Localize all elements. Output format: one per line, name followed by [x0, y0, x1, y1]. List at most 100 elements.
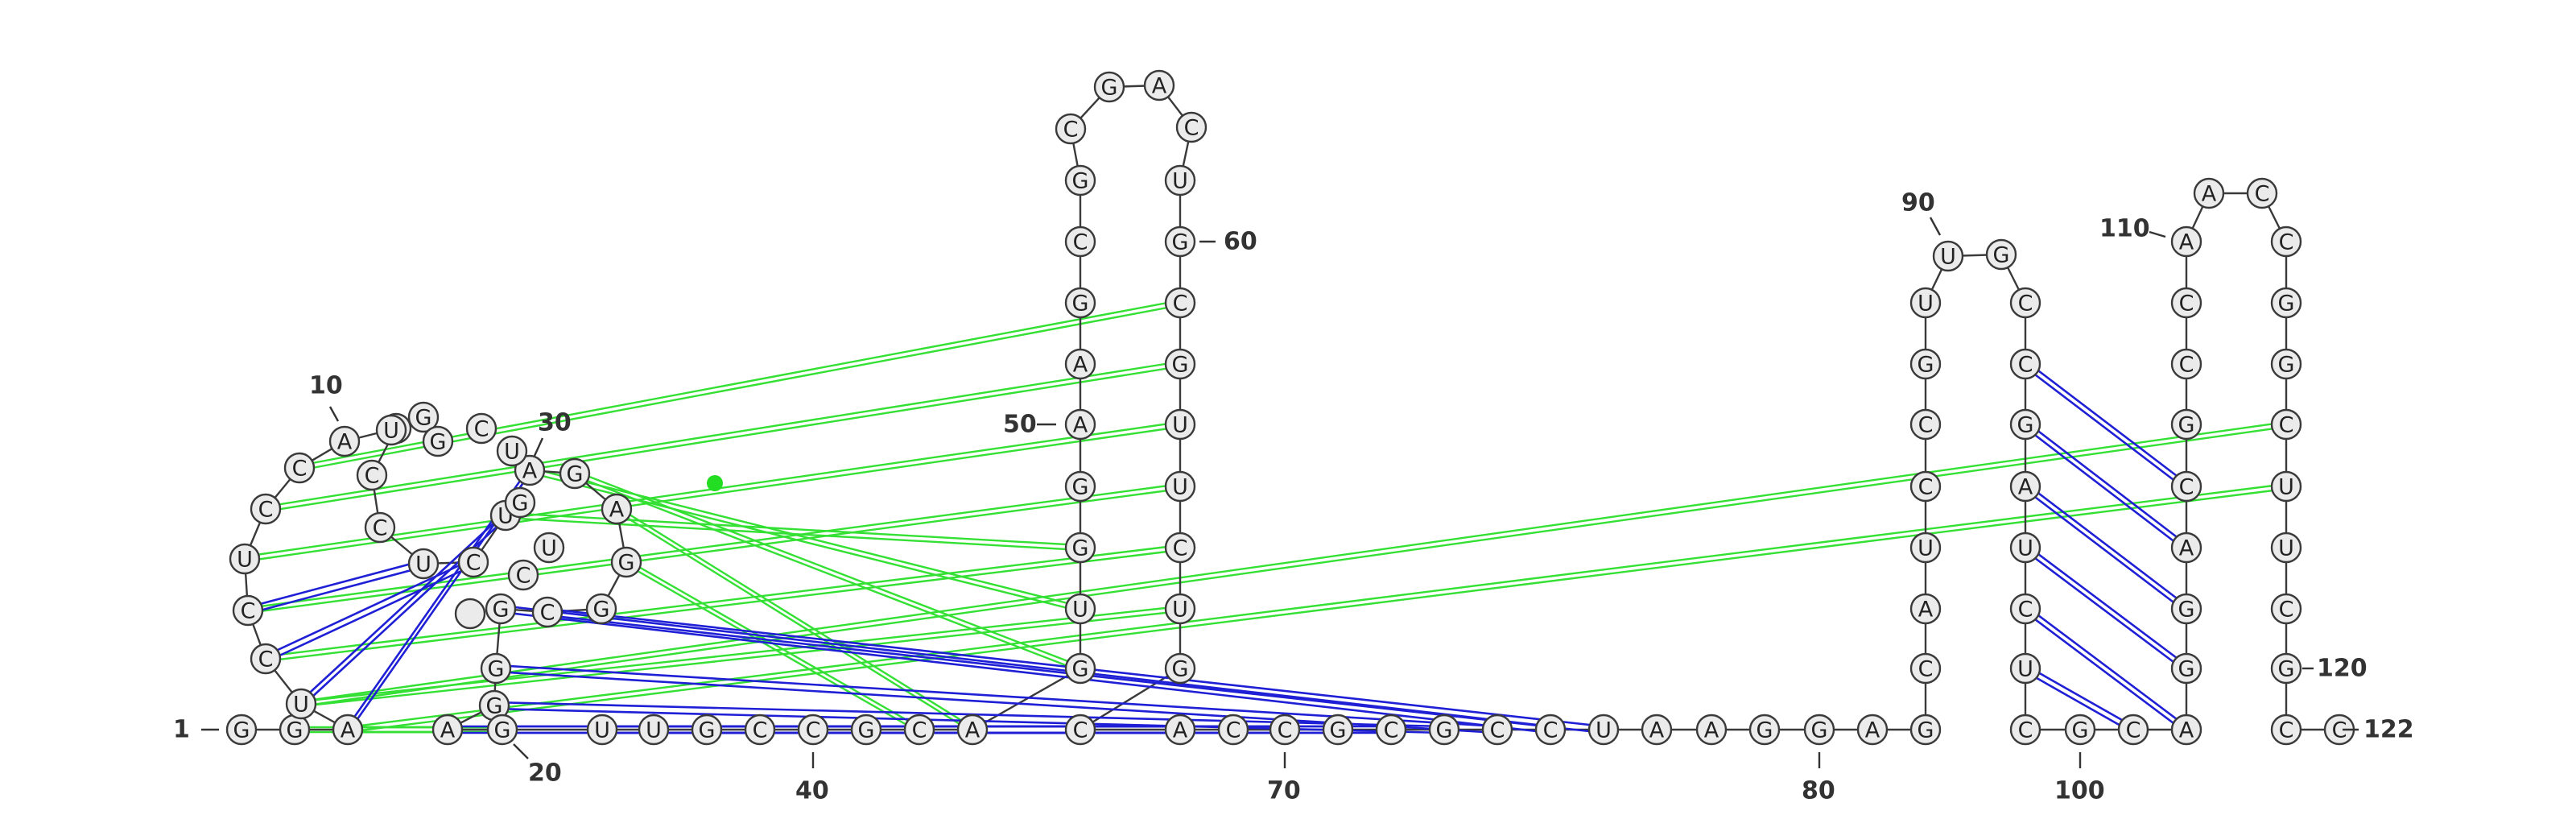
nucleotide-letter: U [1172, 413, 1188, 438]
label-100: 100 [2054, 777, 2105, 805]
nucleotide: C [2117, 714, 2149, 746]
nucleotide-letter: A [1704, 718, 1719, 743]
nucleotide-letter: G [699, 718, 716, 743]
nucleotide: C [2270, 593, 2302, 625]
nucleotide-letter: U [594, 718, 610, 743]
nucleotide-letter: A [609, 498, 625, 523]
nucleotide-letter: U [646, 718, 662, 743]
nucleotide: A [2170, 225, 2202, 258]
nucleotide-letter: G [1757, 718, 1773, 743]
nucleotide-letter: A [2202, 182, 2217, 207]
nucleotide: G [2270, 652, 2302, 685]
nucleotide: U [2009, 652, 2041, 685]
pseudoknot-link [616, 510, 973, 734]
nucleotide-letter: G [1072, 292, 1089, 316]
nucleotide-letter: G [858, 718, 875, 743]
base-pair [247, 565, 424, 615]
nucleotide-letter: C [2279, 413, 2294, 438]
nucleotide-letter: G [1172, 657, 1189, 682]
pseudoknot-link [265, 360, 1181, 508]
nucleotide: G [2270, 287, 2302, 319]
nucleotide: C [1055, 113, 1087, 145]
nucleotide-letter: C [1063, 118, 1079, 143]
pseudoknot-link [247, 487, 1181, 614]
nucleotide: C [2270, 225, 2302, 258]
nucleotide: U [1164, 593, 1196, 625]
nucleotide-letter: U [504, 440, 520, 465]
nucleotide-letter: G [486, 694, 503, 719]
nucleotide-letter: A [337, 430, 353, 455]
nucleotide: C [531, 596, 564, 628]
nucleotide: C [2009, 348, 2041, 380]
nucleotide-letter: C [1384, 718, 1399, 743]
nucleotide: C [356, 459, 388, 491]
backbone-line [242, 84, 2339, 731]
nucleotide-letter: A [2179, 536, 2194, 561]
nucleotide-letter: G [1436, 718, 1453, 743]
nucleotide: C [283, 452, 316, 484]
nucleotide-letter: U [1172, 475, 1188, 500]
nucleotide-letter: G [233, 718, 250, 743]
nucleotide-letter: U [1918, 292, 1934, 316]
nucleotide: C [1909, 652, 1942, 685]
nucleotide-letter: C [912, 718, 927, 743]
nucleotide: U [533, 532, 565, 564]
base-pair [2025, 670, 2134, 734]
nucleotide: G [610, 546, 642, 578]
nucleotide-letter: G [1993, 243, 2010, 268]
nucleotide-letter: G [567, 462, 584, 487]
nucleotide-letter: A [1073, 353, 1088, 378]
nucleotide: C [2170, 470, 2202, 503]
nucleotide-letter: C [2018, 353, 2033, 378]
nucleotide: A [1856, 714, 1889, 746]
nucleotide-letter: C [241, 599, 256, 624]
nucleotide: C [250, 643, 282, 675]
nucleotide: C [1481, 714, 1513, 746]
nucleotide-letter: C [1918, 475, 1934, 500]
nucleotide-letter: U [2278, 536, 2294, 561]
pseudoknot-junction-dot [707, 475, 723, 491]
nucleotide-letter: G [2178, 413, 2195, 438]
nucleotide-letter: G [2072, 718, 2089, 743]
nucleotide-letter: C [474, 417, 489, 442]
nucleotide: G [2170, 652, 2202, 685]
base-pair [2025, 420, 2187, 546]
base-pair [2025, 543, 2187, 667]
pseudoknot-link [347, 487, 2287, 734]
nucleotide-letter: C [292, 457, 308, 482]
base-pair [2025, 549, 2187, 673]
nucleotide-letter: C [2279, 230, 2294, 255]
nucleotide-letter: G [430, 430, 447, 455]
pseudoknot-link [347, 482, 2287, 729]
nucleotide: G [1064, 532, 1096, 564]
label-30: 30 [538, 409, 572, 437]
nucleotide-letter: U [1172, 598, 1188, 623]
nucleotide: C [797, 714, 829, 746]
nucleotide-letter: C [2018, 292, 2033, 316]
nucleotide: U [407, 548, 440, 580]
nucleotide-letter: C [1278, 718, 1293, 743]
nucleotide-letter: U [383, 419, 399, 444]
nucleotide: G [691, 714, 723, 746]
label-start: 1 [173, 716, 190, 744]
nucleotide: A [431, 714, 464, 746]
nucleotide-letter: C [2018, 598, 2033, 623]
nucleotide: U [2009, 532, 2041, 564]
nucleotide-letter: U [293, 693, 309, 718]
nucleotide-letter: U [1596, 718, 1612, 743]
nucleotide-letter: C [2255, 182, 2270, 207]
pseudoknot-link [265, 365, 1181, 513]
nucleotide-letter: G [1918, 718, 1934, 743]
label-60: 60 [1224, 228, 1257, 256]
label-90: 90 [1901, 189, 1935, 217]
nucleotide-letter: U [1072, 598, 1088, 623]
nucleotide: C [2323, 714, 2355, 746]
nucleotide: A [1143, 69, 1175, 101]
nucleotide-letter: U [2017, 657, 2033, 682]
nucleotide: G [850, 714, 882, 746]
nucleotide: A [2170, 532, 2202, 564]
nucleotide: G [1164, 225, 1196, 258]
nucleotide-letter: C [516, 564, 531, 589]
pseudoknot-link [625, 563, 920, 734]
nucleotide-letter: C [753, 718, 768, 743]
